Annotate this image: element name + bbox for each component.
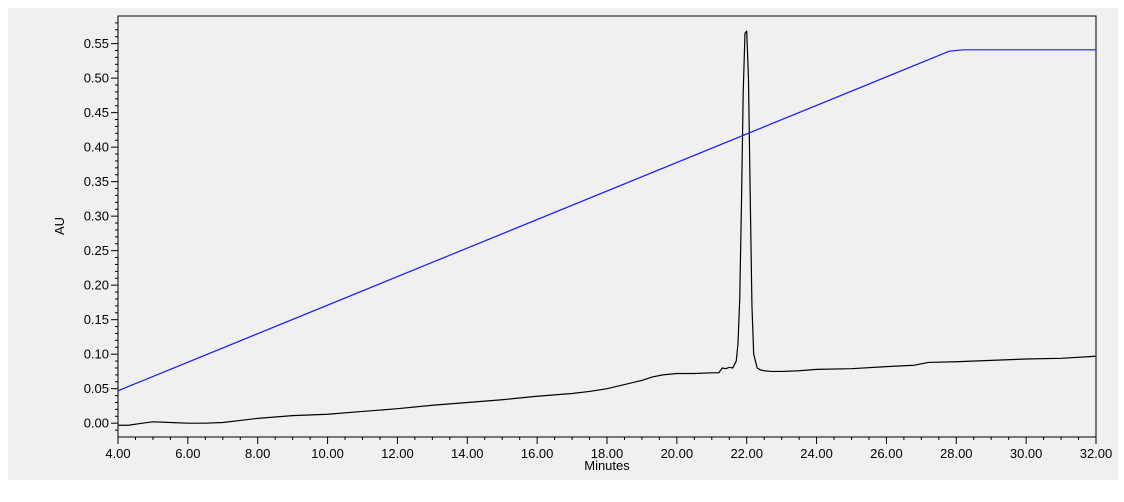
y-tick-label: 0.05 <box>84 381 109 396</box>
x-tick-label: 16.00 <box>521 446 554 461</box>
x-tick-label: 14.00 <box>451 446 484 461</box>
y-tick-label: 0.30 <box>84 209 109 224</box>
y-tick-label: 0.00 <box>84 416 109 431</box>
x-tick-label: 12.00 <box>381 446 414 461</box>
y-tick-label: 0.50 <box>84 71 109 86</box>
series-line-1 <box>118 30 1097 426</box>
x-tick-label: 6.00 <box>175 446 200 461</box>
y-tick-label: 0.45 <box>84 105 109 120</box>
plot-area <box>117 15 1097 438</box>
x-tick-label: 4.00 <box>105 446 130 461</box>
y-tick-label: 0.35 <box>84 174 109 189</box>
x-tick-label: 20.00 <box>661 446 694 461</box>
x-tick-label: 22.00 <box>730 446 763 461</box>
chart-svg: 4.00 6.00 8.00 10.00 12.00 14.00 16.00 18.00 20.… <box>52 15 1112 473</box>
y-tick-label: 0.15 <box>84 312 109 327</box>
x-tick-label: 30.00 <box>1010 446 1043 461</box>
x-axis-ticks: 4.00 6.00 8.00 10.00 12.00 14.00 16.00 18.00 20.… <box>105 437 1112 461</box>
y-axis-ticks: 0.00 0.05 0.10 0.15 0.20 0.25 0.30 0.35 0.40 0.45… <box>84 22 118 431</box>
x-tick-label: 28.00 <box>940 446 973 461</box>
y-tick-label: 0.25 <box>84 243 109 258</box>
x-tick-label: 24.00 <box>800 446 833 461</box>
x-tick-label: 32.00 <box>1080 446 1113 461</box>
x-tick-label: 26.00 <box>870 446 903 461</box>
chromatogram-chart: 4.00 6.00 8.00 10.00 12.00 14.00 16.00 18.00 20.… <box>8 8 1118 480</box>
series-group <box>117 30 1097 426</box>
y-tick-label: 0.40 <box>84 140 109 155</box>
y-tick-label: 0.20 <box>84 278 109 293</box>
x-tick-label: 10.00 <box>311 446 344 461</box>
x-axis-label: Minutes <box>584 458 630 473</box>
x-tick-label: 8.00 <box>245 446 270 461</box>
y-tick-label: 0.10 <box>84 347 109 362</box>
y-tick-label: 0.55 <box>84 36 109 51</box>
x-tick-label: 18.00 <box>591 446 624 461</box>
series-line-2 <box>117 49 1096 392</box>
y-axis-label: AU <box>52 217 67 235</box>
